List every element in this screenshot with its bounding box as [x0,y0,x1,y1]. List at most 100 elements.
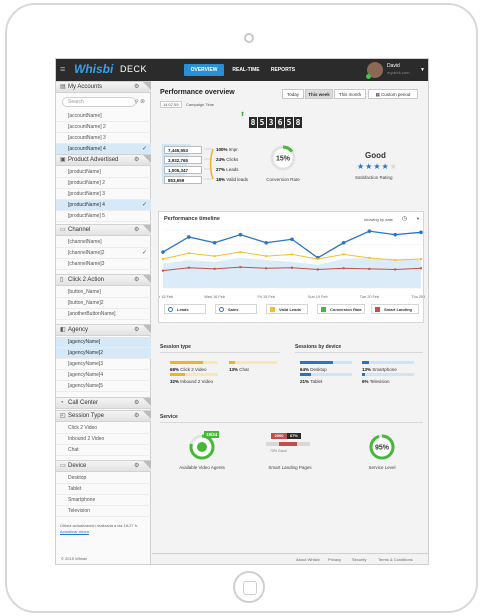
section-agency[interactable]: ◧ Agency ⚙ [56,324,151,336]
period-today-button[interactable]: Today [282,89,304,99]
clock-icon[interactable]: ◷ [402,216,408,222]
gear-icon[interactable]: ⚙ [134,84,140,90]
sidebar-item-session-2[interactable]: Inbound 2 Video [56,434,151,445]
gear-icon[interactable]: ⚙ [134,413,140,419]
sidebar-item-agency-2[interactable]: [agencyName]2 [56,348,151,359]
section-session-type[interactable]: ◰ Session Type ⚙ [56,410,151,422]
section-my-accounts[interactable]: ▤ My Accounts ⚙ [56,81,151,93]
sidebar-item-device-2[interactable]: Tablet [56,484,151,495]
data-point[interactable] [368,267,371,270]
update-now-link[interactable]: Actualizar ahora [60,529,89,534]
chevron-down-icon[interactable]: ▼ [416,216,420,221]
data-point[interactable] [187,266,190,269]
data-point[interactable] [291,266,293,269]
data-point[interactable] [265,255,268,258]
data-point[interactable] [187,235,191,239]
period-this-month-button[interactable]: This month [334,89,366,99]
search-input[interactable]: Search ⚲ [62,97,139,107]
search-icon[interactable]: ⚲ [135,99,139,105]
data-point[interactable] [316,258,319,260]
period-custom-button[interactable]: ▦ Custom period [368,89,418,99]
sidebar-item-agency-5[interactable]: [agencyName]5 [56,381,151,392]
chevron-down-icon[interactable]: ▼ [420,67,425,73]
data-point[interactable] [291,253,293,256]
avatar[interactable] [367,62,383,78]
sidebar-item-product-4[interactable]: [productName] 4 ✓ [56,200,151,211]
sidebar-item-product-3[interactable]: [productName] 3 [56,189,151,200]
show-by-select[interactable]: showing by date [364,217,393,222]
sidebar-item-product-5[interactable]: [productName] 5 [56,211,151,222]
data-point[interactable] [213,255,216,258]
period-this-week-button[interactable]: This week [305,89,333,99]
nav-real-time[interactable]: REAL-TIME [232,67,260,73]
sidebar-item-device-4[interactable]: Television [56,506,151,517]
data-point[interactable] [264,240,268,245]
nav-reports[interactable]: REPORTS [270,67,296,73]
data-point[interactable] [162,258,164,260]
gear-icon[interactable]: ⚙ [134,227,140,233]
data-point[interactable] [239,251,242,254]
sidebar-item-agency-3[interactable]: [agencyName]3 [56,359,151,370]
legend-smart-landing[interactable]: Smart Landing [371,304,419,314]
data-point[interactable] [239,266,242,269]
sidebar-item-account-2[interactable]: [accountName] 2 [56,122,151,133]
data-point[interactable] [290,237,294,242]
footer-link-terms[interactable]: Terms & Conditions [378,557,413,562]
data-point[interactable] [419,230,423,235]
sidebar-item-channel-1[interactable]: [channelName] [56,237,151,248]
data-point[interactable] [212,240,217,245]
footer-link-about[interactable]: About Whisbi [296,557,320,562]
sidebar-item-session-1[interactable]: Click 2 Video [56,423,151,434]
sidebar-item-agency-4[interactable]: [agencyName]4 [56,370,151,381]
home-button[interactable] [233,571,265,603]
legend-leads[interactable]: Leads [164,304,206,314]
user-name[interactable]: David [387,63,400,69]
footer-link-security[interactable]: Security [352,557,367,562]
gear-icon[interactable]: ⚙ [134,277,140,283]
data-point[interactable] [394,259,397,262]
data-point[interactable] [394,268,397,271]
data-point[interactable] [238,232,243,237]
sidebar-item-product-2[interactable]: [productName] 2 [56,178,151,189]
sidebar-item-button-1[interactable]: [button_Name] [56,287,151,298]
legend-sales[interactable]: Sales [215,304,257,314]
data-point[interactable] [393,232,397,237]
data-point[interactable] [420,258,422,260]
data-point[interactable] [367,229,372,233]
sidebar-item-button-2[interactable]: [button_Name]2 [56,298,151,309]
data-point[interactable] [342,253,345,256]
data-point[interactable] [316,268,319,271]
sidebar-item-channel-3[interactable]: [channelName]3 [56,259,151,270]
data-point[interactable] [368,256,371,259]
section-click-2-action[interactable]: ▯ Click 2 Action ⚙ [56,274,151,286]
data-point[interactable] [162,269,164,272]
data-point[interactable] [341,240,346,245]
gear-icon[interactable]: ⚙ [134,327,140,333]
sidebar-item-session-3[interactable]: Chat [56,445,151,456]
sidebar-item-button-3[interactable]: [anotherButtonName] [56,309,151,320]
sidebar-item-product-1[interactable]: [productName] [56,167,151,178]
menu-icon[interactable]: ≡ [60,64,66,74]
legend-conversion-rate[interactable]: Conversion Rate [317,304,365,314]
sidebar-item-account-1[interactable]: [accountName] [56,111,151,122]
gear-icon[interactable]: ⚙ [134,157,140,163]
data-point[interactable] [342,267,345,270]
data-point[interactable] [161,250,165,254]
sidebar-item-device-3[interactable]: Smartphone [56,495,151,506]
clear-icon[interactable]: ⊗ [140,99,146,105]
data-point[interactable] [213,267,216,270]
data-point[interactable] [187,252,190,255]
section-channel[interactable]: ▭ Channel ⚙ [56,224,151,236]
sidebar-item-agency-1[interactable]: [agencyName] [56,337,151,348]
footer-link-privacy[interactable]: Privacy [328,557,342,562]
section-product-advertised[interactable]: ▣ Product Advertised ⚙ [56,154,151,166]
section-device[interactable]: ▭ Device ⚙ [56,460,151,472]
section-call-center[interactable]: ◔ Call Center ⚙ [56,397,151,409]
gear-icon[interactable]: ⚙ [134,400,140,406]
nav-overview[interactable]: OVERVIEW [184,64,224,76]
data-point[interactable] [420,267,422,270]
sidebar-item-device-1[interactable]: Desktop [56,473,151,484]
sidebar-item-account-3[interactable]: [accountName] 3 [56,133,151,144]
gear-icon[interactable]: ⚙ [134,463,140,469]
sidebar-item-channel-2[interactable]: [channelName]2 ✓ [56,248,151,259]
